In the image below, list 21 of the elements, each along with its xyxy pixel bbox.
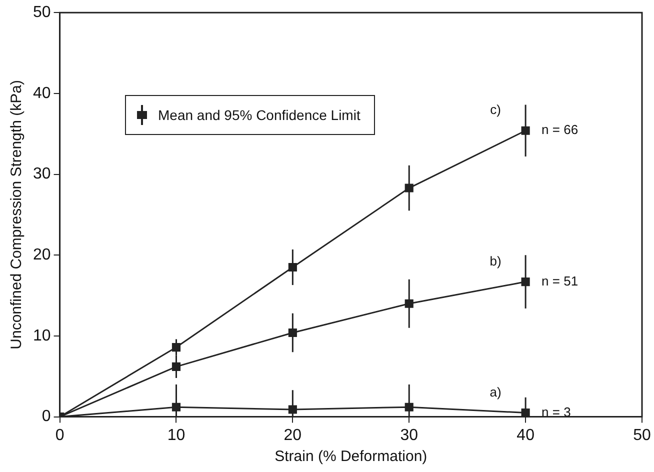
x-axis-title: Strain (% Deformation)	[274, 448, 428, 466]
x-tick-label: 40	[516, 426, 535, 444]
annotation: n = 66	[542, 122, 578, 138]
y-tick-label: 20	[33, 246, 51, 264]
annotation: Mean and 95% Confidence Limit	[158, 107, 360, 123]
series-label: b)	[490, 253, 502, 268]
y-tick-label: 30	[33, 166, 51, 183]
x-tick-label: 50	[633, 426, 651, 444]
x-tick-label: 0	[55, 426, 64, 444]
x-tick-label: 30	[400, 426, 418, 444]
legend-box: Mean and 95% Confidence Limit	[125, 95, 376, 135]
y-axis-title: Unconfined Compression Strength (kPa)	[8, 80, 26, 350]
y-tick-label: 50	[33, 4, 51, 22]
y-tick-label: 0	[42, 408, 51, 426]
y-tick-label: 40	[33, 84, 51, 102]
y-tick-label: 10	[33, 327, 51, 344]
x-tick-label: 20	[284, 426, 302, 444]
x-tick-label: 10	[167, 426, 186, 444]
series-label: c)	[490, 102, 501, 118]
annotation: n = 51	[542, 273, 578, 288]
series-label: a)	[490, 384, 502, 400]
